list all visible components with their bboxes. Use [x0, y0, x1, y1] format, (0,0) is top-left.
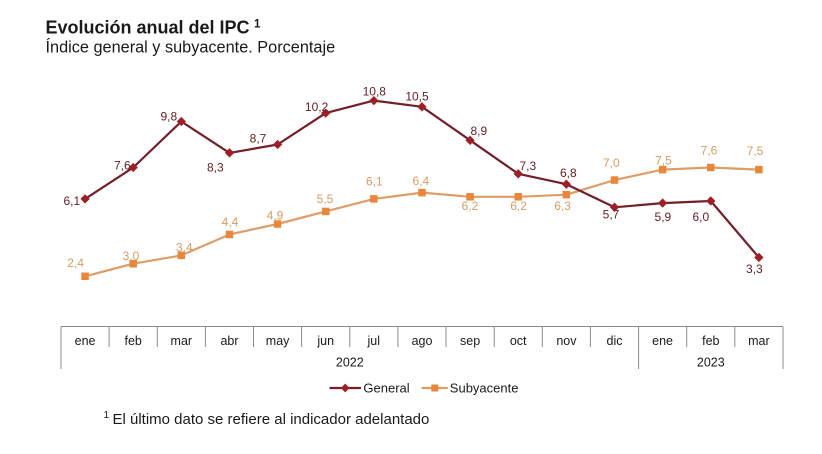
- svg-text:may: may: [266, 334, 290, 348]
- svg-text:1: 1: [254, 19, 261, 31]
- svg-text:abr: abr: [220, 334, 238, 348]
- svg-text:7,5: 7,5: [655, 154, 672, 168]
- svg-text:mar: mar: [171, 334, 193, 348]
- svg-text:3,0: 3,0: [123, 249, 140, 263]
- svg-text:6,3: 6,3: [554, 199, 571, 213]
- svg-text:10,2: 10,2: [305, 100, 329, 114]
- svg-text:6,2: 6,2: [462, 199, 479, 213]
- svg-text:7,6: 7,6: [701, 144, 718, 158]
- svg-text:4,4: 4,4: [222, 215, 239, 229]
- svg-text:El último dato se refiere al i: El último dato se refiere al indicador a…: [113, 411, 430, 428]
- svg-text:2023: 2023: [697, 356, 725, 370]
- svg-text:8,7: 8,7: [250, 132, 267, 146]
- svg-text:6,1: 6,1: [63, 194, 80, 208]
- svg-text:6,2: 6,2: [510, 199, 527, 213]
- svg-text:5,7: 5,7: [603, 208, 620, 222]
- svg-text:7,3: 7,3: [519, 159, 536, 173]
- svg-text:ene: ene: [652, 334, 673, 348]
- svg-text:6,8: 6,8: [560, 166, 577, 180]
- svg-text:Subyacente: Subyacente: [450, 380, 519, 395]
- svg-text:6,4: 6,4: [412, 174, 429, 188]
- svg-text:9,8: 9,8: [160, 109, 177, 123]
- svg-text:8,3: 8,3: [207, 161, 224, 175]
- svg-text:feb: feb: [702, 334, 719, 348]
- svg-text:sep: sep: [460, 334, 480, 348]
- svg-text:4,9: 4,9: [267, 208, 284, 222]
- svg-text:6,0: 6,0: [692, 210, 709, 224]
- svg-text:jul: jul: [367, 334, 381, 348]
- svg-text:2022: 2022: [336, 356, 364, 370]
- svg-text:General: General: [363, 380, 409, 395]
- svg-text:feb: feb: [125, 334, 142, 348]
- svg-text:5,5: 5,5: [317, 192, 334, 206]
- svg-text:8,9: 8,9: [470, 124, 487, 138]
- svg-text:7,5: 7,5: [747, 144, 764, 158]
- svg-text:10,5: 10,5: [405, 90, 429, 104]
- svg-text:7,0: 7,0: [603, 156, 620, 170]
- svg-text:ene: ene: [75, 334, 96, 348]
- svg-text:ago: ago: [412, 334, 433, 348]
- svg-text:mar: mar: [748, 334, 770, 348]
- svg-text:3,4: 3,4: [176, 240, 193, 254]
- svg-text:7,6: 7,6: [114, 158, 131, 172]
- svg-text:oct: oct: [510, 334, 527, 348]
- svg-text:dic: dic: [607, 334, 623, 348]
- svg-text:Evolución anual del IPC: Evolución anual del IPC: [46, 18, 250, 38]
- svg-text:nov: nov: [556, 334, 577, 348]
- svg-text:jun: jun: [316, 334, 334, 348]
- svg-text:3,3: 3,3: [746, 262, 763, 276]
- svg-text:Índice general y subyacente. P: Índice general y subyacente. Porcentaje: [46, 38, 336, 57]
- svg-text:1: 1: [104, 410, 110, 421]
- svg-text:6,1: 6,1: [366, 174, 383, 188]
- svg-text:5,9: 5,9: [655, 210, 672, 224]
- svg-text:10,8: 10,8: [363, 84, 387, 98]
- svg-text:2,4: 2,4: [67, 256, 84, 270]
